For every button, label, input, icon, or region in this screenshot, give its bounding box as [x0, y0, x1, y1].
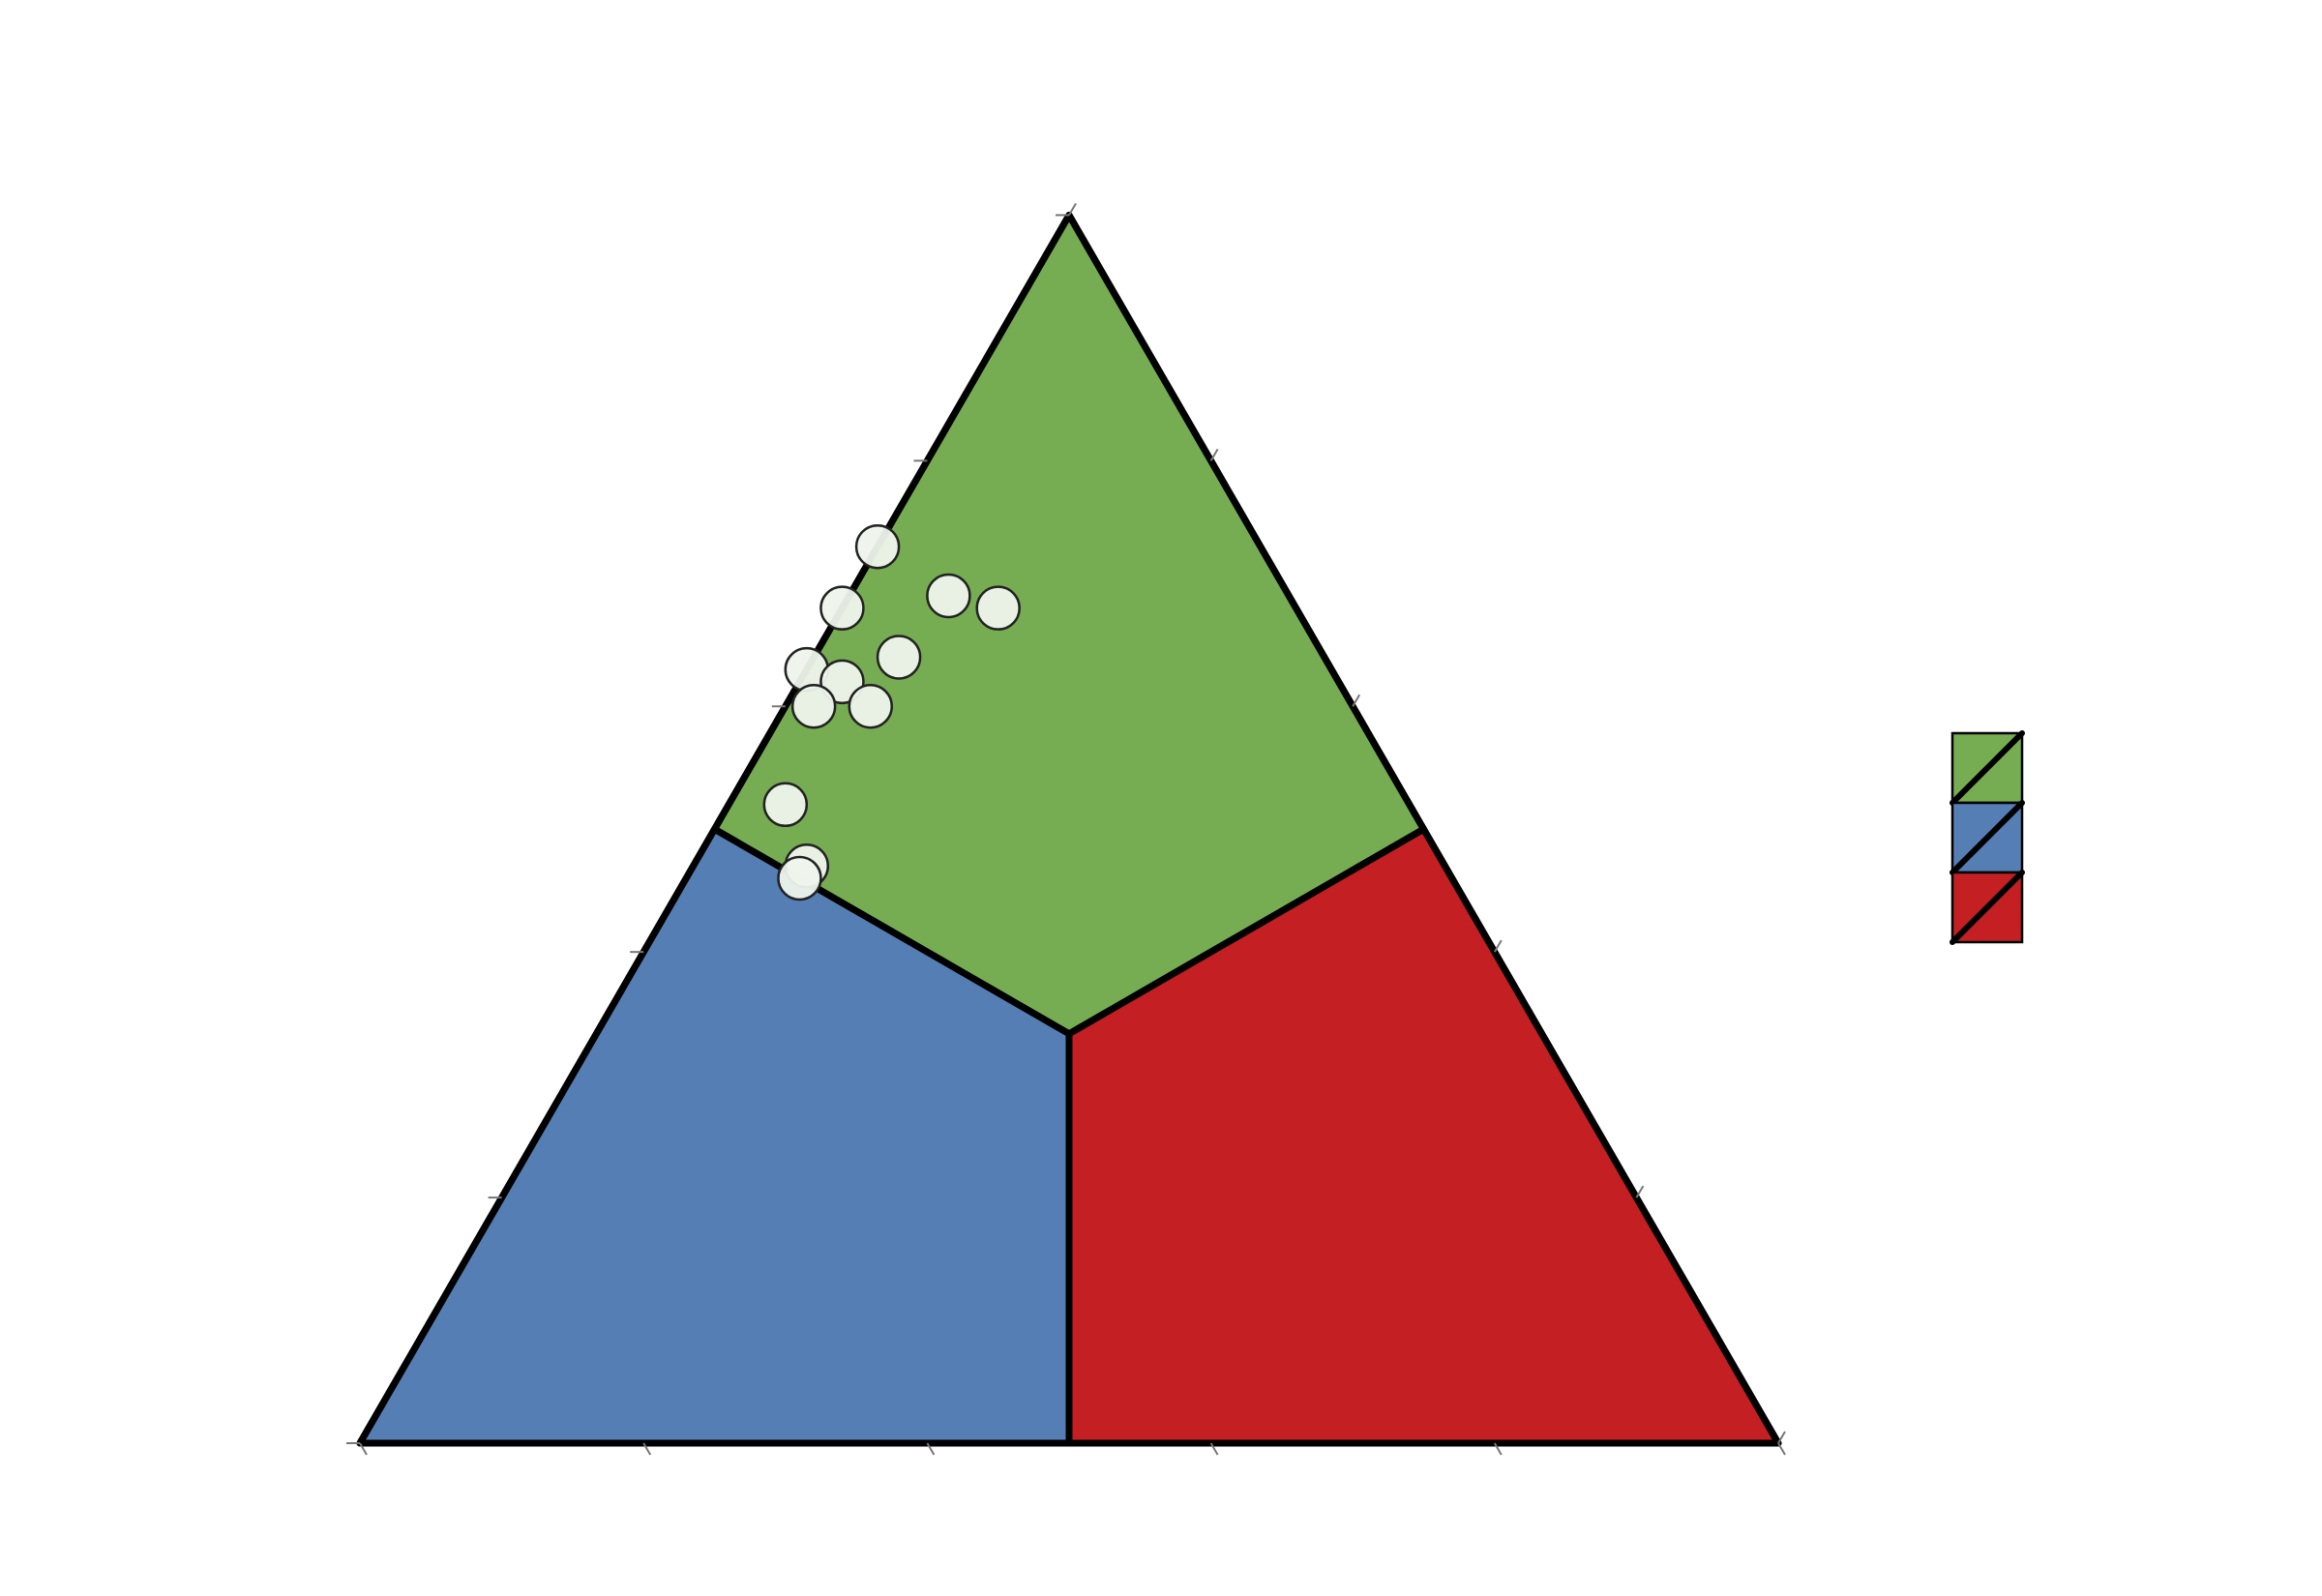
- tick-mark: [926, 1442, 936, 1456]
- tick-mark: [1352, 694, 1361, 707]
- tick-mark: [1493, 1442, 1503, 1456]
- tick-mark: [1068, 202, 1077, 216]
- triangle-frame: [356, 211, 1782, 1447]
- tick-mark: [359, 1442, 368, 1456]
- data-point: [819, 659, 865, 705]
- data-point: [975, 585, 1021, 631]
- tick-mark: [1209, 448, 1219, 461]
- tick-mark: [1777, 1442, 1786, 1456]
- tick-mark: [642, 1442, 652, 1456]
- data-point: [876, 635, 922, 680]
- legend-line: [1950, 800, 2025, 875]
- data-point: [848, 683, 894, 729]
- tick-mark: [1635, 1185, 1645, 1198]
- tick-mark: [1777, 1431, 1786, 1444]
- tick-mark: [1493, 939, 1503, 953]
- data-point: [854, 523, 901, 570]
- data-point: [762, 782, 809, 828]
- legend-line: [1950, 870, 2025, 945]
- tick-mark: [1209, 1442, 1219, 1456]
- data-point: [819, 585, 865, 631]
- data-point: [926, 573, 971, 619]
- data-point: [777, 855, 822, 901]
- legend-line: [1950, 730, 2025, 806]
- data-point: [790, 683, 837, 729]
